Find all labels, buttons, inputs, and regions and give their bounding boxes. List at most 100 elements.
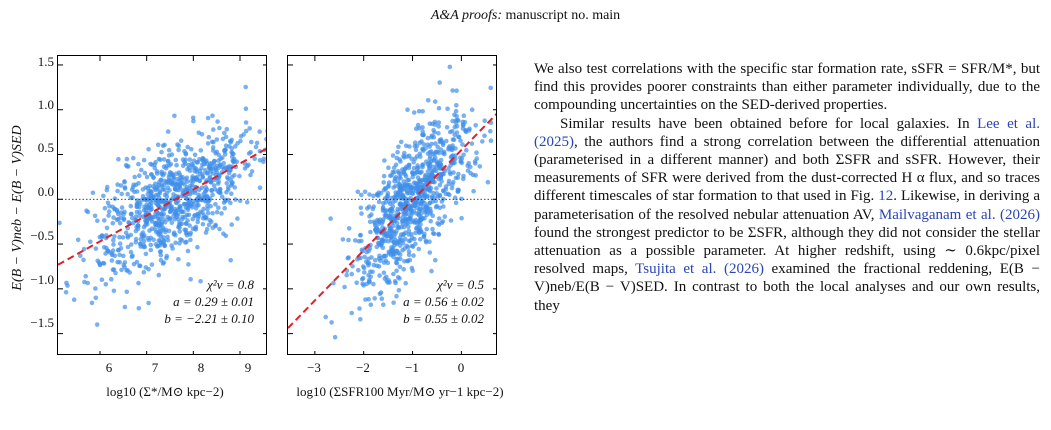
data-point bbox=[149, 262, 155, 267]
data-point bbox=[214, 169, 219, 175]
data-point bbox=[209, 180, 214, 185]
data-point bbox=[468, 170, 473, 176]
data-point bbox=[188, 277, 193, 282]
data-point bbox=[168, 179, 173, 185]
data-point bbox=[187, 192, 193, 197]
data-point bbox=[172, 186, 178, 192]
right-scatter-svg bbox=[288, 56, 496, 354]
data-point bbox=[380, 208, 386, 213]
data-point bbox=[466, 128, 472, 133]
data-point bbox=[368, 229, 373, 235]
data-point bbox=[101, 193, 106, 199]
data-point bbox=[418, 214, 423, 220]
data-point bbox=[469, 107, 475, 112]
data-point bbox=[444, 138, 449, 144]
data-point bbox=[116, 216, 121, 222]
data-point bbox=[429, 141, 434, 147]
data-point bbox=[389, 247, 394, 253]
data-point bbox=[148, 242, 154, 248]
data-point bbox=[197, 178, 203, 184]
data-point bbox=[412, 156, 418, 162]
left-scatter-panel: χ²ν = 0.8 a = 0.29 ± 0.01 b = −2.21 ± 0.… bbox=[57, 55, 267, 355]
data-point bbox=[409, 243, 415, 249]
data-point bbox=[389, 195, 394, 201]
slope-label: a = 0.29 ± 0.01 bbox=[173, 294, 254, 310]
data-point bbox=[414, 169, 419, 175]
data-point bbox=[460, 142, 465, 147]
data-point bbox=[104, 245, 109, 251]
citation-link[interactable]: Lee et al. (2025) bbox=[534, 115, 1040, 150]
data-point bbox=[58, 220, 62, 226]
data-point bbox=[125, 244, 131, 250]
data-point bbox=[112, 196, 118, 201]
data-point bbox=[143, 251, 149, 257]
data-point bbox=[154, 184, 160, 190]
data-point bbox=[158, 252, 164, 258]
data-point bbox=[403, 280, 408, 286]
data-point bbox=[426, 174, 432, 179]
data-point bbox=[420, 146, 425, 152]
data-point bbox=[432, 195, 437, 200]
data-point bbox=[422, 193, 428, 199]
data-point bbox=[425, 142, 430, 147]
data-point bbox=[115, 182, 120, 187]
x-tick: −3 bbox=[307, 360, 321, 375]
paragraph: Similar results have been obtained befor… bbox=[534, 115, 1040, 315]
data-point bbox=[398, 171, 404, 177]
data-point bbox=[210, 192, 215, 198]
data-point bbox=[218, 156, 223, 162]
data-point bbox=[411, 253, 416, 258]
data-point bbox=[187, 223, 192, 228]
data-point bbox=[174, 208, 179, 214]
data-point bbox=[136, 161, 141, 167]
data-point bbox=[450, 118, 455, 124]
data-point bbox=[166, 228, 172, 234]
data-point bbox=[137, 213, 142, 218]
data-point bbox=[115, 259, 120, 265]
data-point bbox=[156, 223, 162, 228]
data-point bbox=[463, 128, 468, 134]
data-point bbox=[158, 249, 163, 254]
data-point bbox=[446, 145, 452, 151]
data-point bbox=[427, 156, 433, 161]
data-point bbox=[133, 214, 139, 219]
data-point bbox=[369, 212, 374, 217]
data-point bbox=[124, 268, 129, 273]
data-point bbox=[390, 200, 396, 205]
data-point bbox=[235, 141, 240, 146]
data-point bbox=[422, 200, 427, 206]
data-point bbox=[451, 170, 456, 175]
data-point bbox=[405, 245, 411, 250]
data-point bbox=[417, 207, 423, 212]
data-point bbox=[201, 191, 206, 197]
data-point bbox=[206, 134, 212, 140]
figure-link[interactable]: 12 bbox=[878, 188, 894, 205]
data-point bbox=[428, 218, 433, 224]
data-point bbox=[224, 181, 230, 186]
data-point bbox=[200, 221, 206, 227]
data-point bbox=[371, 281, 376, 287]
data-point bbox=[401, 267, 406, 272]
data-point bbox=[362, 254, 367, 260]
data-point bbox=[381, 270, 387, 275]
data-point bbox=[425, 98, 431, 103]
data-point bbox=[386, 278, 391, 283]
data-point bbox=[488, 85, 493, 91]
data-point bbox=[232, 185, 237, 190]
data-point bbox=[377, 273, 382, 278]
data-point bbox=[363, 297, 368, 302]
data-point bbox=[238, 134, 244, 139]
data-point bbox=[398, 185, 404, 191]
citation-link[interactable]: Tsujita et al. (2026) bbox=[635, 261, 764, 278]
data-point bbox=[174, 162, 179, 168]
citation-link[interactable]: Mailvaganam et al. (2026) bbox=[878, 206, 1040, 223]
text-run: examined the fractional reddening, E(B −… bbox=[534, 261, 1040, 314]
data-point bbox=[458, 155, 463, 160]
data-point bbox=[394, 260, 399, 265]
data-point bbox=[374, 230, 380, 235]
data-point bbox=[387, 208, 392, 213]
left-x-axis-label: log10 (Σ*/M⊙ kpc−2) bbox=[106, 384, 224, 399]
data-point bbox=[117, 252, 122, 258]
data-point bbox=[442, 214, 448, 219]
data-point bbox=[477, 164, 483, 169]
